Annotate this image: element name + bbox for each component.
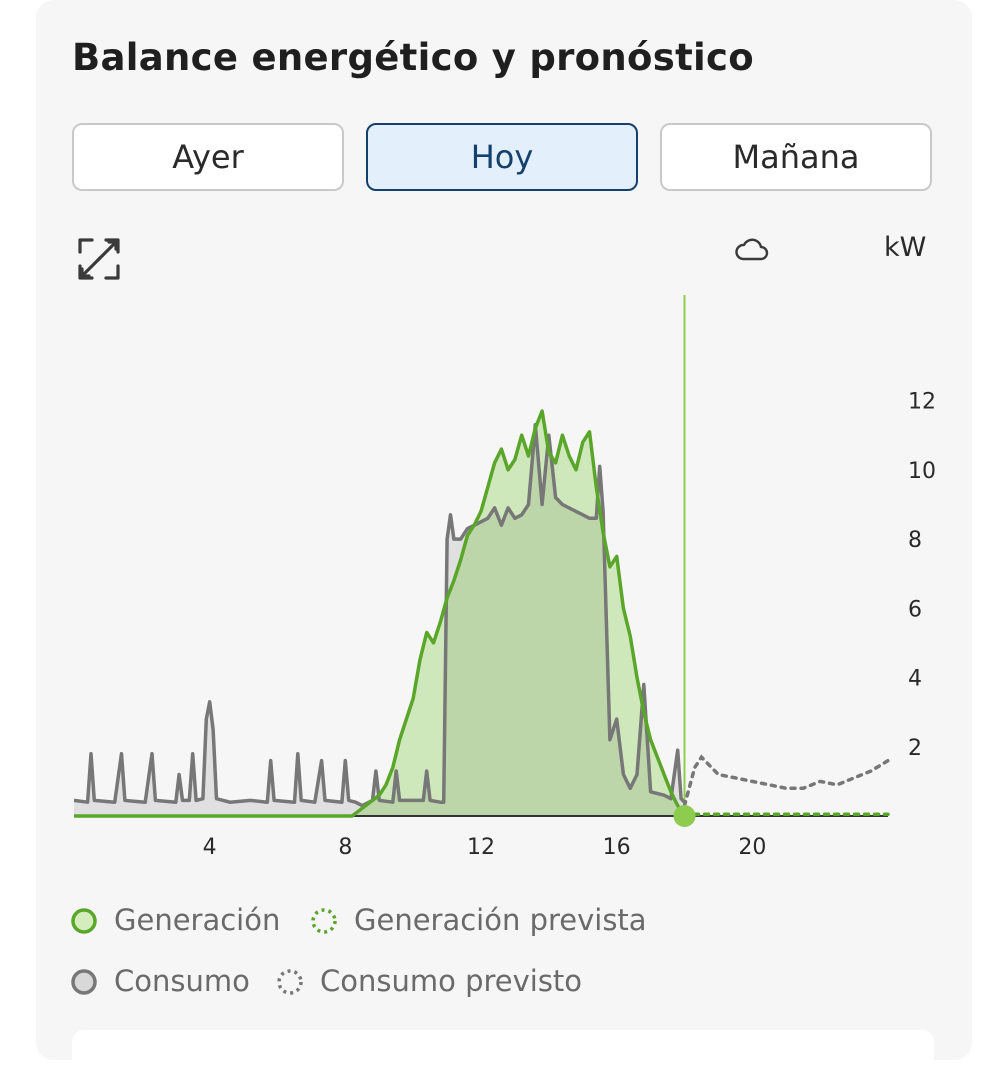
legend-label-generation: Generación (114, 903, 281, 937)
generation-line (74, 409, 686, 818)
forecast-consumption-legend-icon (277, 969, 303, 995)
page-title: Balance energético y pronóstico (72, 36, 754, 79)
legend-item-forecast-generation: Generación prevista (310, 903, 650, 943)
y-tick-label: 10 (908, 459, 936, 484)
y-tick-label: 12 (908, 390, 936, 415)
tab-yesterday[interactable]: Ayer (72, 123, 344, 191)
legend-label-forecast-generation: Generación prevista (354, 903, 647, 937)
y-tick-label: 2 (908, 736, 922, 761)
legend-label-consumption: Consumo (114, 964, 250, 998)
y-tick-label: 8 (908, 528, 922, 553)
energy-chart: 2 4 6 8 10 12 4 8 12 16 20 (73, 295, 936, 860)
self-consumption-area (74, 424, 685, 816)
legend-label-forecast-consumption: Consumo previsto (320, 964, 583, 998)
expand-icon[interactable] (76, 236, 122, 282)
forecast-generation-legend-icon (311, 908, 337, 934)
y-tick-label: 6 (908, 597, 922, 622)
tab-today[interactable]: Hoy (366, 123, 638, 191)
legend-item-consumption: Consumo (70, 964, 290, 1004)
x-tick-label: 16 (603, 835, 631, 860)
consumption-forecast-line (682, 754, 890, 808)
legend-item-generation: Generación (70, 903, 290, 943)
consumption-line (73, 423, 686, 808)
x-tick-label: 8 (338, 835, 352, 860)
tab-tomorrow[interactable]: Mañana (660, 123, 932, 191)
now-marker-dot (673, 805, 696, 827)
next-card-edge (72, 1030, 934, 1070)
generation-legend-icon (71, 908, 97, 934)
y-tick-label: 4 (908, 667, 922, 692)
unit-label: kW (884, 232, 927, 263)
x-tick-label: 12 (467, 835, 495, 860)
legend-item-forecast-consumption: Consumo previsto (276, 964, 596, 1004)
x-tick-label: 20 (738, 835, 766, 860)
x-tick-label: 4 (203, 835, 217, 860)
consumption-legend-icon (71, 969, 97, 995)
cloud-icon (735, 238, 769, 261)
